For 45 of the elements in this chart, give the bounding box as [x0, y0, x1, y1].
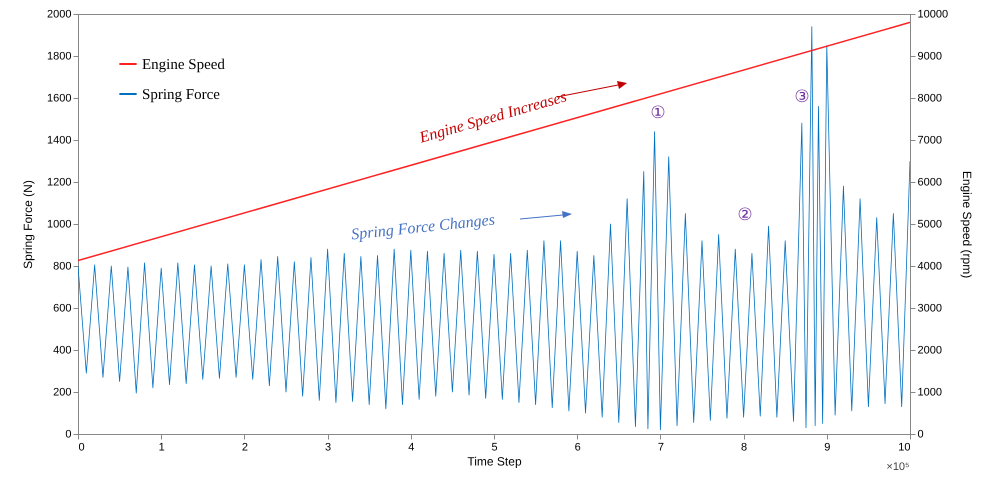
line-series [78, 26, 910, 430]
y2-tick-label: 1000 [918, 386, 942, 398]
y2-tick-label: 5000 [918, 218, 942, 230]
y2-tick-label: 6000 [918, 176, 942, 188]
y2-tick-label: 2000 [918, 344, 942, 356]
y-tick-label: 1000 [47, 218, 72, 230]
x-tick-label: 2 [242, 442, 248, 454]
y2-tick-label: 10000 [918, 8, 948, 20]
y2-tick-label: 8000 [918, 92, 942, 104]
y2-tick-label: 3000 [918, 302, 942, 314]
annotation: ① [650, 103, 666, 123]
y-tick-label: 1600 [47, 92, 72, 104]
y-tick-label: 1800 [47, 50, 72, 62]
y-tick-label: 1200 [47, 176, 72, 188]
y-tick-label: 0 [65, 428, 72, 440]
annotation: Engine Speed Increases [416, 88, 569, 147]
y-tick-label: 600 [53, 302, 72, 314]
y2-tick-label: 4000 [918, 260, 942, 272]
x-tick-label: 4 [408, 442, 414, 454]
y-tick-label: 800 [53, 260, 72, 272]
legend-label: Engine Speed [142, 57, 226, 73]
x-tick-label: 9 [824, 442, 830, 454]
x-tick-label: 6 [574, 442, 581, 454]
y2-tick-label: 0 [918, 428, 924, 440]
x-tick-label: 8 [741, 442, 748, 454]
y-axis-title: Spring Force (N) [21, 180, 36, 269]
y2-tick-label: 9000 [918, 50, 942, 62]
annotation: Spring Force Changes [350, 212, 496, 244]
x-axis-title: Time Step [467, 454, 522, 468]
legend-label: Spring Force [142, 87, 220, 103]
x-tick-label: 10 [898, 442, 910, 454]
y-tick-label: 1400 [47, 134, 72, 146]
y2-tick-label: 7000 [918, 134, 942, 146]
y-tick-label: 200 [53, 386, 72, 398]
x-tick-label: 0 [78, 442, 85, 454]
annotation: ② [737, 205, 753, 225]
x-tick-label: 1 [158, 442, 165, 454]
x-tick-label: 3 [325, 442, 332, 454]
annotation: ③ [794, 87, 810, 107]
x-tick-label: 7 [658, 442, 664, 454]
y-tick-label: 400 [53, 344, 72, 356]
text: ×10⁵ [886, 461, 910, 473]
y2-axis-title: Engine Speed (rpm) [960, 170, 974, 278]
y-tick-label: 2000 [47, 8, 72, 20]
x-tick-label: 5 [491, 442, 498, 454]
